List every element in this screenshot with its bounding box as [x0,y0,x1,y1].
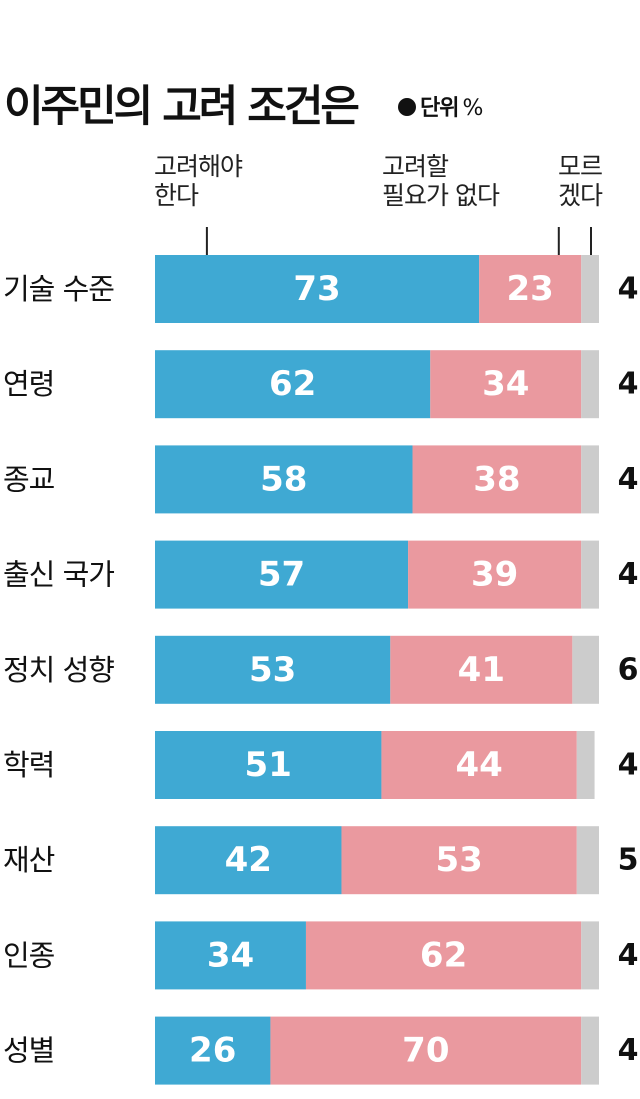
bar-segment-not-consider [412,445,582,514]
category-label: 기술 수준 [3,272,114,306]
value-label-consider: 62 [269,364,316,404]
bar-segment-consider [155,350,431,419]
value-label-consider: 53 [249,650,296,690]
value-label-consider: 26 [189,1031,236,1071]
bar-segment-unknown [572,635,599,704]
value-label-consider: 57 [258,555,305,595]
value-label-not-consider: 70 [402,1031,449,1071]
bar-segment-consider [155,540,409,609]
bar-segment-consider [155,921,306,990]
bar-segment-not-consider [305,921,582,990]
bar-segment-consider [155,731,382,799]
bar-segment-not-consider [270,1016,582,1085]
bar-row: 기술 수준 73 23 4 [3,255,638,323]
category-label: 성별 [3,1034,54,1068]
value-label-unknown: 4 [618,938,639,973]
category-label: 종교 [3,462,55,496]
legend-consider-line2: 한다 [154,181,199,210]
legend-not-consider: 고려할 필요가 없다 [382,152,500,210]
bar-segment-unknown [581,445,599,514]
legend-unknown: 모르 겠다 [558,152,603,210]
bar-segment-not-consider [408,540,582,609]
bar-row: 연령 62 34 4 [3,350,639,419]
bar-segment-consider [155,255,480,323]
category-label: 연령 [3,367,54,401]
category-label: 재산 [3,843,55,877]
bar-segment-consider [155,635,391,704]
bar-segment-unknown [581,921,599,990]
legend-not-consider-line1: 고려할 [382,152,449,181]
value-label-unknown: 4 [618,272,639,307]
bar-segment-not-consider [390,635,573,704]
bar-row: 정치 성향 53 41 6 [3,635,639,704]
bar-segment-consider [155,445,413,514]
category-label: 인종 [3,938,55,972]
bar-row: 출신 국가 57 39 4 [3,540,639,609]
bar-segment-not-consider [381,731,577,799]
value-label-not-consider: 38 [473,459,520,499]
value-label-unknown: 6 [618,652,639,687]
legend-consider-line1: 고려해야 [154,152,243,181]
legend-unknown-line1: 모르 [558,152,603,181]
bar-row: 학력 51 44 4 [3,731,638,799]
value-label-unknown: 4 [618,557,639,592]
legend-unknown-line2: 겠다 [558,181,603,210]
bar-segment-unknown [576,731,595,799]
value-label-consider: 73 [293,269,340,309]
legend-consider: 고려해야 한다 [154,152,243,210]
value-label-not-consider: 41 [458,650,505,690]
bar-segment-not-consider [479,255,582,323]
value-label-unknown: 4 [618,367,639,402]
bar-segment-not-consider [341,826,577,895]
unit-label: 단위% [398,90,483,122]
bar-segment-unknown [581,1016,599,1085]
value-label-consider: 58 [260,459,307,499]
value-label-unknown: 4 [618,462,639,497]
unit-symbol: % [462,96,483,121]
value-label-not-consider: 44 [455,745,502,785]
bar-segment-not-consider [430,350,582,419]
bar-row: 인종 34 62 4 [3,921,639,990]
value-label-not-consider: 53 [435,840,482,880]
value-label-consider: 51 [245,745,292,785]
value-label-consider: 34 [207,935,254,975]
bar-row: 성별 26 70 4 [3,1016,639,1085]
bar-segment-unknown [581,255,599,323]
category-label: 정치 성향 [3,653,114,687]
value-label-not-consider: 23 [507,269,554,309]
value-label-unknown: 4 [618,1033,639,1068]
legend-not-consider-line2: 필요가 없다 [382,181,500,210]
value-label-not-consider: 34 [482,364,529,404]
bar-segment-consider [155,826,342,895]
bar-segment-unknown [581,540,599,609]
value-label-consider: 42 [225,840,272,880]
category-label: 학력 [3,748,54,782]
category-label: 출신 국가 [3,558,114,592]
value-label-unknown: 5 [618,843,639,878]
bullet-icon [398,98,416,116]
chart-title: 이주민의 고려 조건은 [4,82,360,132]
bar-segment-unknown [581,350,599,419]
bar-row: 종교 58 38 4 [3,445,639,514]
bar-segment-consider [155,1016,271,1085]
value-label-not-consider: 62 [420,935,467,975]
unit-text: 단위 [420,96,459,121]
bar-segment-unknown [576,826,599,895]
bar-row: 재산 42 53 5 [3,826,639,895]
value-label-not-consider: 39 [471,555,518,595]
value-label-unknown: 4 [618,748,639,783]
